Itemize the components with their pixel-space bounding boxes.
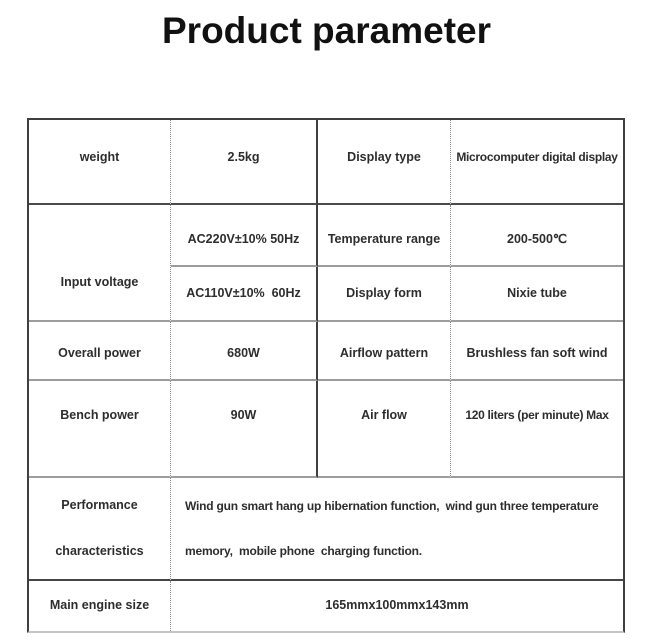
cell-weight-label: weight <box>29 120 171 205</box>
cell-temperature-range-value: 200-500℃ <box>451 205 623 267</box>
cell-airflow-pattern-value: Brushless fan soft wind <box>451 322 623 381</box>
cell-overall-power-value: 680W <box>171 322 318 381</box>
page-title: Product parameter <box>162 10 491 51</box>
cell-air-flow-value: 120 liters (per minute) Max <box>451 381 623 478</box>
performance-label-line2: characteristics <box>55 543 144 558</box>
cell-weight-value: 2.5kg <box>171 120 318 205</box>
cell-air-flow-label: Air flow <box>318 381 451 478</box>
cell-display-type-value: Microcomputer digital display <box>451 120 623 205</box>
cell-main-engine-size-label: Main engine size <box>29 581 171 631</box>
cell-input-voltage-220: AC220V±10% 50Hz <box>171 205 318 267</box>
performance-label-line1: Performance <box>61 497 138 512</box>
cell-display-form-value: Nixie tube <box>451 267 623 322</box>
cell-performance-label: Performance characteristics <box>29 478 171 581</box>
cell-performance-value: Wind gun smart hang up hibernation funct… <box>171 478 623 581</box>
performance-value-line2: memory, mobile phone charging function. <box>185 543 422 558</box>
cell-display-type-label: Display type <box>318 120 451 205</box>
cell-input-voltage-110: AC110V±10% 60Hz <box>171 267 318 322</box>
cell-main-engine-size-value: 165mmx100mmx143mm <box>325 598 469 613</box>
cell-display-form-label: Display form <box>318 267 451 322</box>
cell-overall-power-label: Overall power <box>29 322 171 381</box>
cell-airflow-pattern-label: Airflow pattern <box>318 322 451 381</box>
performance-value-line1: Wind gun smart hang up hibernation funct… <box>185 498 599 513</box>
cell-bench-power-label: Bench power <box>29 381 171 478</box>
parameter-table: weight 2.5kg Display type Microcomputer … <box>27 118 625 633</box>
cell-input-voltage-label: Input voltage <box>29 205 171 322</box>
cell-bench-power-value: 90W <box>171 381 318 478</box>
cell-temperature-range-label: Temperature range <box>318 205 451 267</box>
